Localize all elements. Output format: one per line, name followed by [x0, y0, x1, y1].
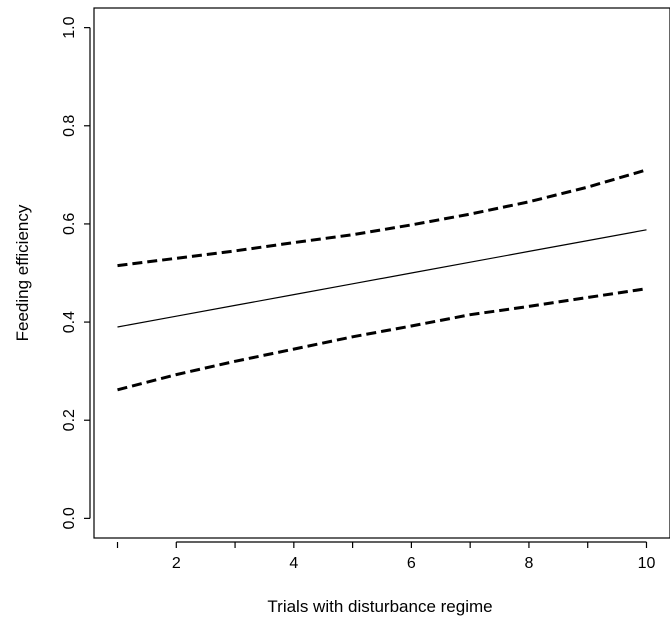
x-tick-label: 10	[638, 555, 656, 572]
x-tick-label: 4	[289, 555, 298, 572]
y-axis-title: Feeding efficiency	[13, 204, 32, 341]
x-tick-label: 6	[407, 555, 416, 572]
y-tick-label: 0.4	[61, 311, 78, 333]
series-line-fit	[117, 229, 647, 328]
series-line-dashed-1	[117, 168, 647, 268]
x-axis-title: Trials with disturbance regime	[267, 597, 492, 616]
y-tick-label: 0.2	[61, 409, 78, 431]
y-tick-label: 0.8	[61, 115, 78, 137]
series-line-dashed-2	[117, 287, 647, 392]
y-tick-label: 0.0	[61, 507, 78, 529]
x-tick-label: 8	[524, 555, 533, 572]
x-tick-label: 2	[172, 555, 181, 572]
y-tick-label: 0.6	[61, 213, 78, 235]
y-tick-label: 1.0	[61, 16, 78, 38]
plot-frame	[93, 7, 670, 539]
